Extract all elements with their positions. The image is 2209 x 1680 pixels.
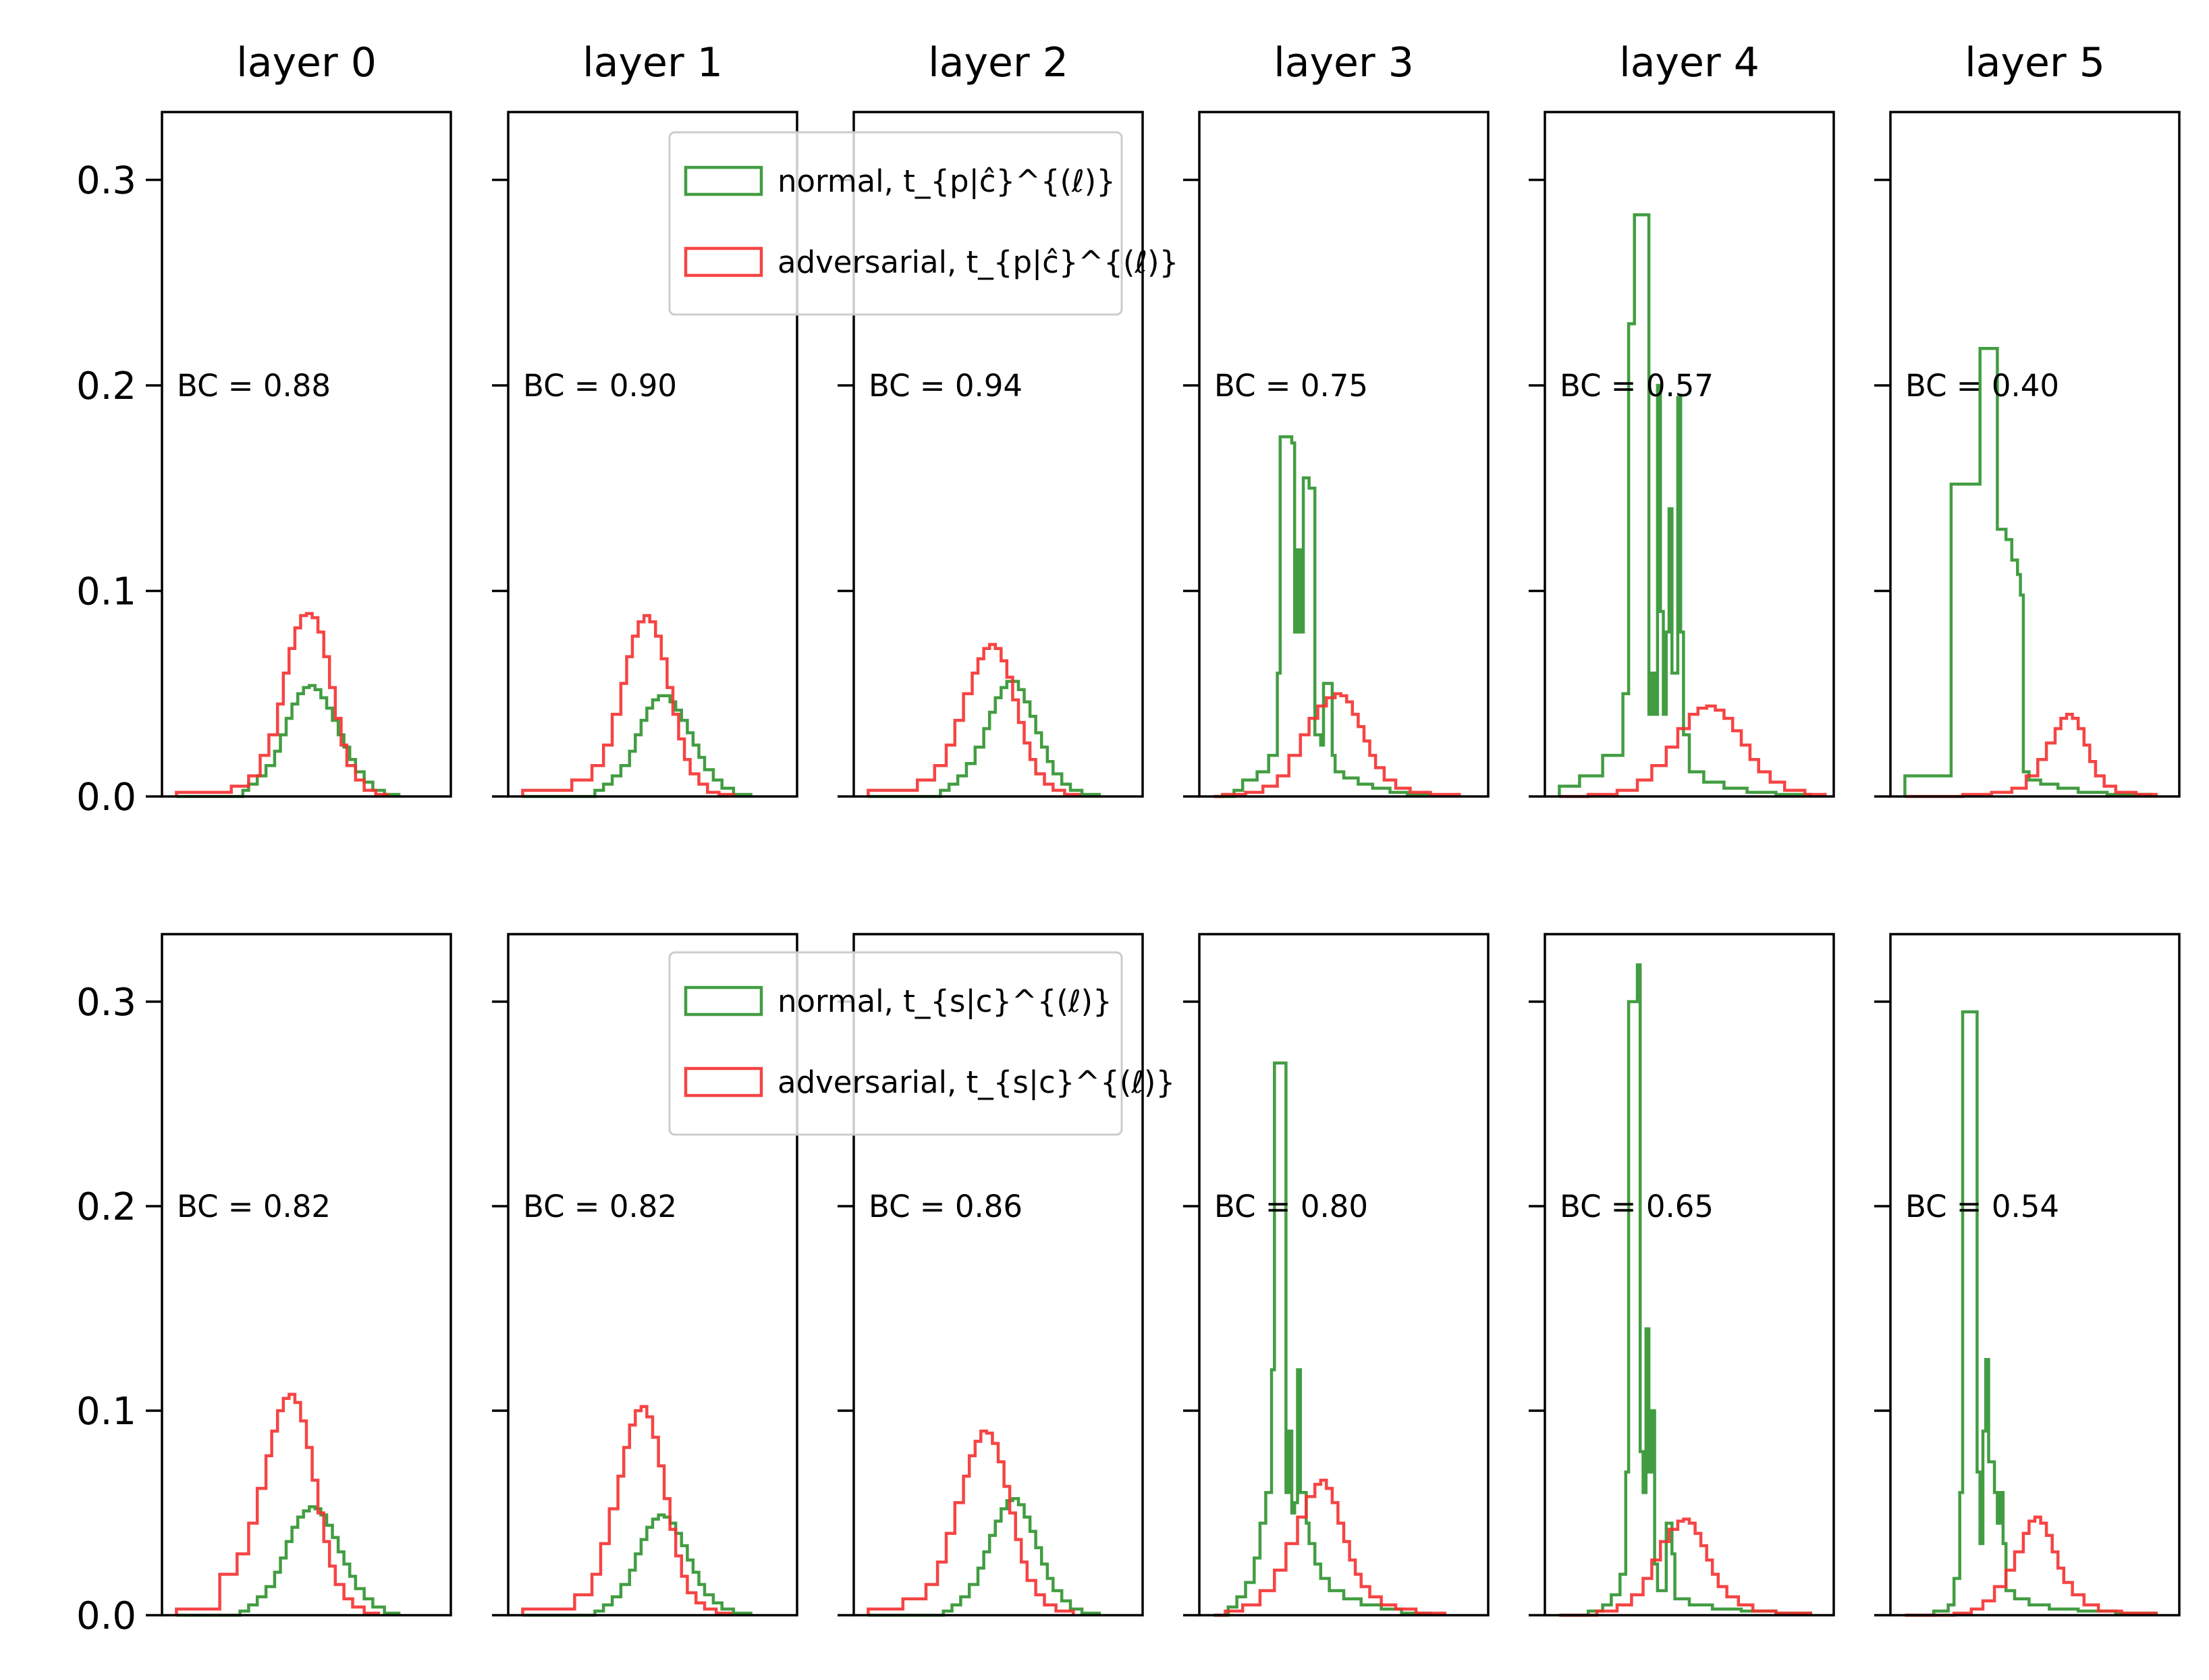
panel-frame xyxy=(1889,933,2181,1617)
bc-annotation: BC = 0.86 xyxy=(869,1189,1022,1224)
histogram-panel: BC = 0.90 xyxy=(492,111,798,798)
normal-histogram-series xyxy=(1905,1010,2158,1617)
y-tick-label: 0.1 xyxy=(76,1390,136,1434)
bc-annotation: BC = 0.82 xyxy=(177,1189,331,1224)
y-tick-label: 0.3 xyxy=(76,981,136,1025)
legends: normal, t_{p|ĉ}^{(ℓ)} adversarial, t_{p|ĉ… xyxy=(668,131,1178,1136)
bc-annotation: BC = 0.65 xyxy=(1560,1189,1714,1224)
normal-histogram-series xyxy=(1558,213,1813,796)
y-tick-label: 0.0 xyxy=(76,1594,136,1638)
bc-annotation: BC = 0.80 xyxy=(1214,1189,1368,1224)
normal-legend-label: normal, t_{p|ĉ}^{(ℓ)} xyxy=(778,163,1116,199)
y-tick-label: 0.2 xyxy=(76,1185,136,1229)
adversarial-legend-swatch xyxy=(684,246,763,277)
normal-histogram-series xyxy=(522,694,753,798)
normal-legend-swatch xyxy=(684,985,763,1017)
bc-annotation: BC = 0.82 xyxy=(523,1189,677,1224)
panel-frame xyxy=(852,111,1144,798)
histogram-panel: BC = 0.75 xyxy=(1183,111,1490,798)
panel-frame xyxy=(1544,933,1835,1617)
adversarial-histogram-series xyxy=(175,1392,381,1615)
bc-annotation: BC = 0.75 xyxy=(1214,368,1368,404)
adversarial-histogram-series xyxy=(521,614,736,796)
adversarial-histogram-series xyxy=(521,1405,732,1615)
adversarial-legend-label: adversarial, t_{p|ĉ}^{(ℓ)} xyxy=(778,244,1178,280)
adversarial-histogram-series xyxy=(867,643,1081,796)
normal-histogram-series xyxy=(176,1505,401,1617)
panels: layer 0 layer 1 layer 2 layer 3 layer 4 layer… xyxy=(76,39,2181,1638)
histogram-panel: BC = 0.80 xyxy=(1183,933,1490,1617)
panel-frame xyxy=(507,111,798,798)
legend: normal, t_{s|c}^{(ℓ)} adversarial, t_{s|c… xyxy=(668,951,1175,1136)
panel-title: layer 2 xyxy=(928,39,1068,86)
panel-frame xyxy=(1889,111,2181,798)
normal-legend-swatch xyxy=(684,165,763,196)
adversarial-histogram-series xyxy=(175,612,389,796)
legend: normal, t_{p|ĉ}^{(ℓ)} adversarial, t_{p|ĉ… xyxy=(668,131,1178,316)
normal-legend-label: normal, t_{s|c}^{(ℓ)} xyxy=(778,983,1112,1019)
y-tick-label: 0.3 xyxy=(76,159,136,202)
bc-annotation: BC = 0.94 xyxy=(869,368,1022,404)
histogram-panel: BC = 0.82 xyxy=(492,933,798,1617)
histogram-panel: BC = 0.65 xyxy=(1529,933,1835,1617)
histogram-panel: BC = 0.57 xyxy=(1529,111,1835,798)
panel-title: layer 1 xyxy=(582,39,723,86)
panel-frame xyxy=(507,933,798,1617)
adversarial-histogram-series xyxy=(867,1430,1075,1615)
bc-annotation: BC = 0.57 xyxy=(1560,368,1714,404)
panel-frame xyxy=(1544,111,1835,798)
panel-title: layer 3 xyxy=(1274,39,1414,86)
bc-annotation: BC = 0.88 xyxy=(177,368,331,404)
normal-histogram-series xyxy=(1559,963,1813,1617)
y-tick-label: 0.1 xyxy=(76,570,136,614)
histogram-panel: 0.0 0.1 0.2 0.3 BC = 0.82 xyxy=(76,933,452,1638)
normal-histogram-series xyxy=(868,1497,1101,1617)
panel-frame xyxy=(852,933,1144,1617)
panel-frame xyxy=(161,111,452,798)
histogram-panel: 0.0 0.1 0.2 0.3 BC = 0.88 xyxy=(76,111,452,819)
adversarial-histogram-series xyxy=(1213,692,1461,798)
adversarial-histogram-series xyxy=(1905,712,2158,798)
panel-frame xyxy=(161,933,452,1617)
legend-box xyxy=(668,131,1123,316)
y-tick-label: 0.2 xyxy=(76,364,136,408)
adversarial-histogram-series xyxy=(1213,1478,1447,1617)
normal-histogram-series xyxy=(1213,1061,1432,1617)
panel-frame xyxy=(1198,933,1490,1617)
adversarial-legend-swatch xyxy=(684,1066,763,1098)
bc-annotation: BC = 0.90 xyxy=(523,368,677,404)
panel-title: layer 5 xyxy=(1965,39,2105,86)
normal-histogram-series xyxy=(868,680,1101,798)
adversarial-legend-label: adversarial, t_{s|c}^{(ℓ)} xyxy=(778,1064,1175,1100)
histogram-panel: BC = 0.86 xyxy=(838,933,1144,1617)
adversarial-histogram-series xyxy=(1905,1515,2158,1617)
adversarial-histogram-series xyxy=(1559,1517,1813,1617)
legend-box xyxy=(668,951,1123,1136)
panel-title: layer 4 xyxy=(1619,39,1760,86)
normal-histogram-series xyxy=(1213,435,1432,798)
normal-histogram-series xyxy=(522,1513,753,1617)
histogram-panel: BC = 0.40 xyxy=(1874,111,2181,798)
adversarial-histogram-series xyxy=(1559,704,1827,798)
normal-histogram-series xyxy=(176,684,401,798)
y-tick-label: 0.0 xyxy=(76,776,136,819)
panel-title: layer 0 xyxy=(236,39,377,86)
bc-annotation: BC = 0.40 xyxy=(1905,368,2059,404)
bc-annotation: BC = 0.54 xyxy=(1905,1189,2059,1224)
panel-frame xyxy=(1198,111,1490,798)
normal-histogram-series xyxy=(1903,346,2152,796)
histogram-panel: BC = 0.54 xyxy=(1874,933,2181,1617)
